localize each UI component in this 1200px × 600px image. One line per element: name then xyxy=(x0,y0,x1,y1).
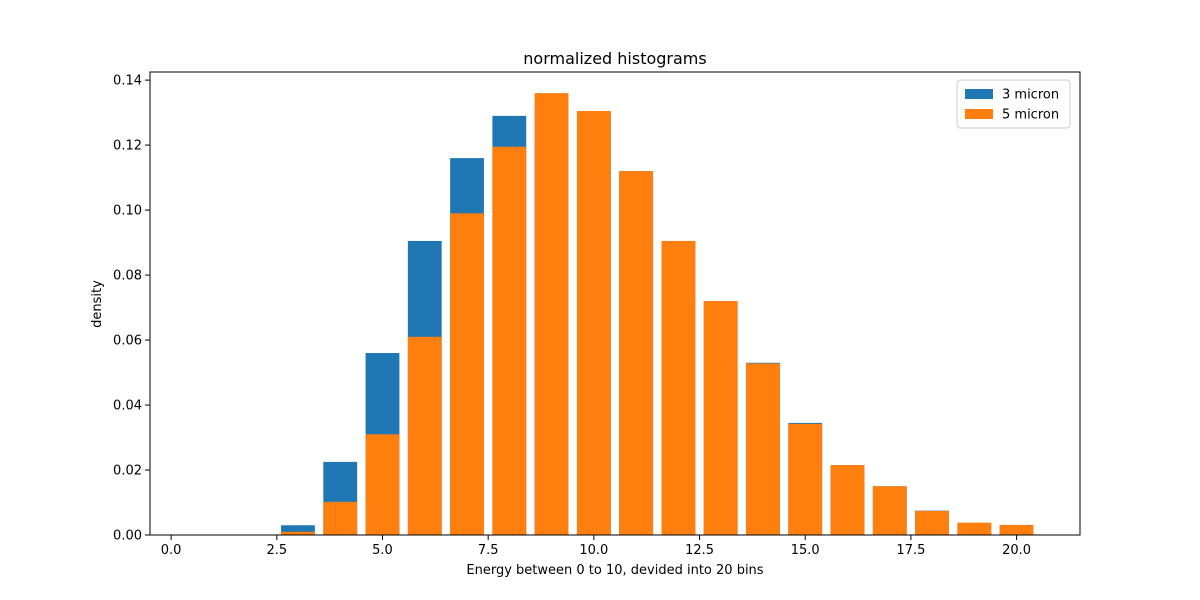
x-tick-label: 17.5 xyxy=(896,543,925,558)
bar-5-micron-15 xyxy=(788,423,823,535)
bar-5-micron-17 xyxy=(872,486,907,535)
bar-5-micron-18 xyxy=(915,510,949,535)
y-tick-label: 0.00 xyxy=(113,529,142,544)
x-axis-title: Energy between 0 to 10, devided into 20 … xyxy=(466,563,763,578)
bar-5-micron-20 xyxy=(999,524,1034,535)
y-tick-label: 0.12 xyxy=(113,139,142,154)
x-tick-label: 20.0 xyxy=(1002,543,1031,558)
chart-title: normalized histograms xyxy=(523,49,706,68)
x-tick-label: 5.0 xyxy=(372,543,393,558)
y-tick-label: 0.10 xyxy=(113,204,142,219)
bar-5-micron-9 xyxy=(534,93,569,536)
x-tick-label: 15.0 xyxy=(791,543,820,558)
y-tick-label: 0.02 xyxy=(113,464,142,479)
y-tick-label: 0.14 xyxy=(113,74,142,89)
y-tick-label: 0.08 xyxy=(113,269,142,284)
bar-5-micron-8 xyxy=(492,146,527,536)
legend-swatch-5-micron xyxy=(965,109,993,119)
bar-5-micron-12 xyxy=(661,240,696,535)
bar-5-micron-7 xyxy=(450,213,484,535)
bar-5-micron-10 xyxy=(576,110,611,536)
x-tick-label: 7.5 xyxy=(478,543,499,558)
y-tick-label: 0.04 xyxy=(113,399,142,414)
bars-layer xyxy=(281,93,1034,536)
bar-5-micron-13 xyxy=(703,301,738,535)
x-tick-label: 10.0 xyxy=(579,543,608,558)
bar-3-micron-3 xyxy=(281,525,315,535)
bar-5-micron-14 xyxy=(746,363,780,535)
legend-label-5-micron: 5 micron xyxy=(1002,108,1059,123)
x-tick-label: 12.5 xyxy=(685,543,714,558)
bar-5-micron-11 xyxy=(619,171,654,535)
bar-5-micron-6 xyxy=(407,336,442,535)
bar-5-micron-16 xyxy=(830,465,865,535)
bar-5-micron-5 xyxy=(365,434,400,535)
x-tick-label: 0.0 xyxy=(161,543,182,558)
bar-5-micron-19 xyxy=(957,522,992,535)
y-tick-label: 0.06 xyxy=(113,334,142,349)
legend: 3 micron 5 micron xyxy=(956,79,1071,129)
legend-swatch-3-micron xyxy=(965,89,993,99)
x-tick-label: 2.5 xyxy=(266,543,287,558)
legend-label-3-micron: 3 micron xyxy=(1002,88,1059,103)
bar-5-micron-3 xyxy=(281,531,315,535)
axes-layer: 0.0 2.5 5.0 7.5 10.0 12.5 15.0 17.5 20.0 0.00 0.02… xyxy=(113,71,1081,558)
y-axis-title: density xyxy=(90,280,105,328)
plot-frame xyxy=(149,71,1081,536)
bar-5-micron-4 xyxy=(323,501,358,535)
